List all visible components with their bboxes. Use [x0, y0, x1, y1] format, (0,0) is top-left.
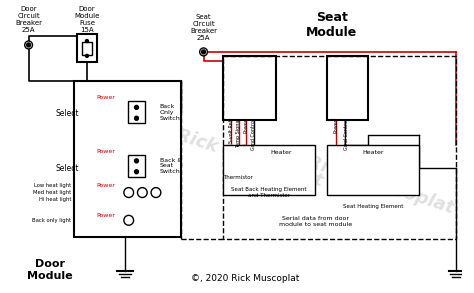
Text: Power: Power [96, 95, 115, 100]
Circle shape [135, 170, 138, 174]
Circle shape [135, 116, 138, 120]
Circle shape [124, 188, 134, 197]
Text: Power: Power [244, 118, 248, 133]
Text: Seat
Circuit
Breaker
25A: Seat Circuit Breaker 25A [190, 14, 217, 41]
Text: Temp Signal: Temp Signal [236, 118, 241, 148]
Circle shape [85, 40, 88, 42]
Text: Heater: Heater [271, 150, 292, 156]
Text: Serial data from door
module to seat module: Serial data from door module to seat mod… [279, 216, 352, 227]
Text: Select: Select [56, 164, 79, 173]
Circle shape [25, 41, 33, 49]
Circle shape [135, 159, 138, 163]
FancyBboxPatch shape [327, 56, 368, 120]
Circle shape [151, 188, 161, 197]
FancyBboxPatch shape [128, 101, 145, 123]
FancyBboxPatch shape [128, 155, 145, 177]
Circle shape [27, 43, 30, 47]
Text: Power: Power [96, 183, 115, 188]
Text: ©, 2020 Rick Muscoplat: ©, 2020 Rick Muscoplat [191, 274, 299, 283]
Text: Heater: Heater [362, 150, 383, 156]
Text: Grnd Control: Grnd Control [251, 118, 256, 150]
Text: Power: Power [96, 149, 115, 154]
Text: Med heat light: Med heat light [33, 190, 72, 195]
FancyBboxPatch shape [77, 34, 97, 62]
Text: Door
Module: Door Module [27, 259, 73, 280]
FancyBboxPatch shape [223, 145, 315, 195]
Text: Thermistor: Thermistor [223, 175, 253, 180]
FancyBboxPatch shape [327, 145, 419, 195]
Text: Back only light: Back only light [32, 218, 72, 223]
Text: Power: Power [334, 118, 339, 133]
Circle shape [137, 188, 147, 197]
Circle shape [201, 50, 206, 54]
Circle shape [200, 48, 208, 56]
Text: Back
Only
Switch: Back Only Switch [160, 104, 181, 121]
FancyBboxPatch shape [74, 81, 181, 237]
Circle shape [135, 105, 138, 109]
Text: 5-volt Ref.: 5-volt Ref. [229, 118, 234, 143]
Circle shape [124, 215, 134, 225]
Text: Back &
Seat
Switch: Back & Seat Switch [160, 158, 182, 174]
Text: Door
Circuit
Breaker
25A: Door Circuit Breaker 25A [15, 6, 42, 33]
Text: Seat Heating Element: Seat Heating Element [343, 204, 403, 209]
Text: Rick Muscoplat: Rick Muscoplat [305, 152, 456, 217]
Text: Power: Power [96, 213, 115, 218]
Text: Hi heat light: Hi heat light [39, 197, 72, 202]
Text: Door
Module
Fuse
15A: Door Module Fuse 15A [74, 6, 100, 33]
Text: Grnd Control: Grnd Control [344, 118, 348, 150]
Text: Rick Muscoplat: Rick Muscoplat [173, 126, 325, 190]
Text: Seat
Module: Seat Module [306, 11, 357, 39]
Text: Select: Select [56, 109, 79, 118]
Circle shape [85, 54, 88, 57]
Text: Low heat light: Low heat light [34, 183, 72, 188]
FancyBboxPatch shape [223, 56, 276, 120]
FancyBboxPatch shape [82, 42, 92, 55]
Text: Seat Back Heating Element
and Thermistor: Seat Back Heating Element and Thermistor [231, 187, 306, 198]
